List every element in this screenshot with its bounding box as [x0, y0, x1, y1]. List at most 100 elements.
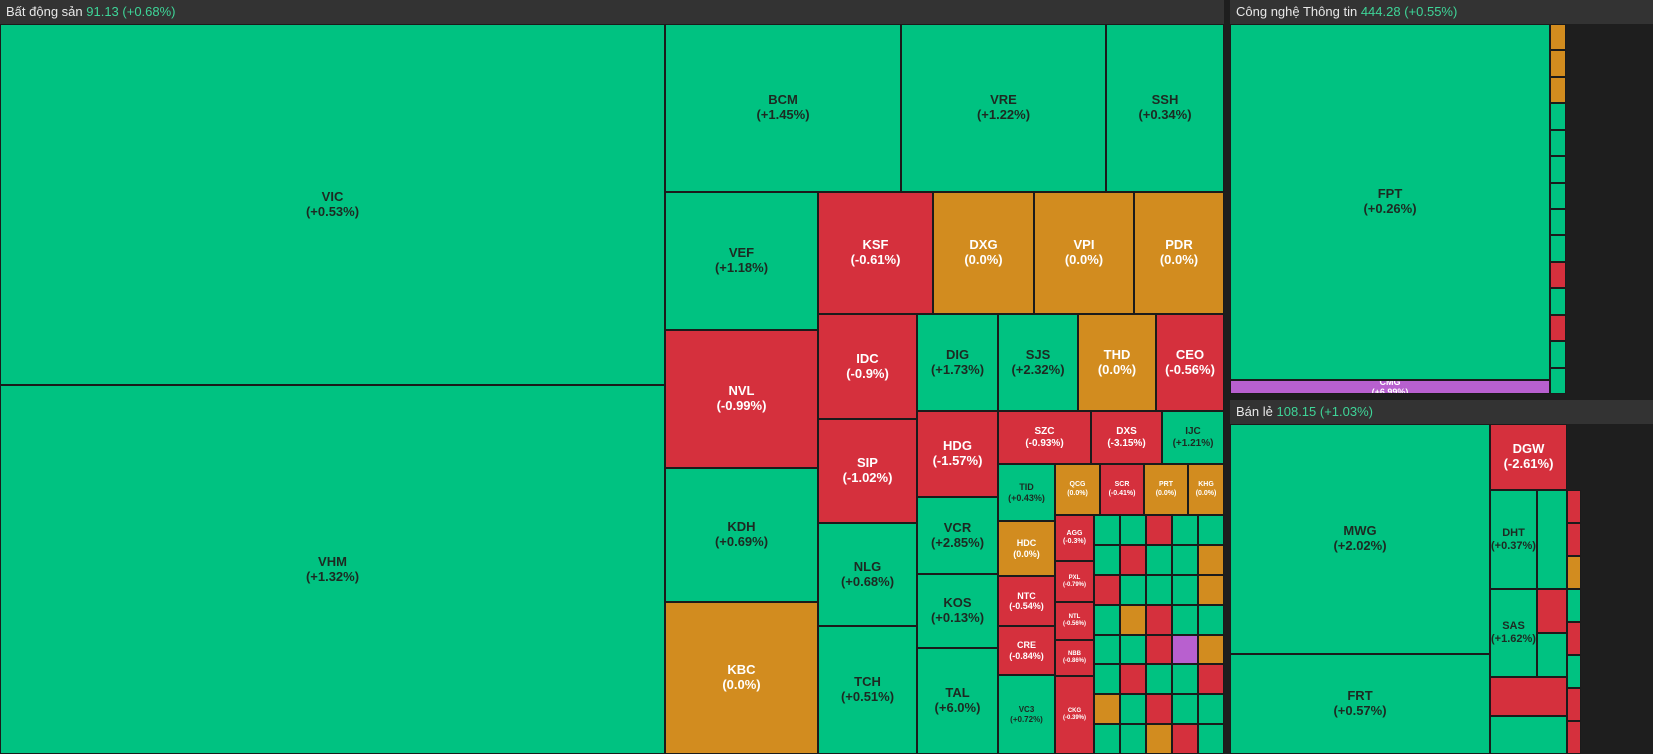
- tile-small[interactable]: [1550, 76, 1566, 104]
- tile-small[interactable]: [1490, 677, 1567, 716]
- tile-qcg[interactable]: QCG (0.0%): [1055, 464, 1100, 515]
- tile-small[interactable]: [1198, 694, 1224, 725]
- tile-small[interactable]: [1567, 688, 1581, 721]
- tile-small[interactable]: [1146, 664, 1172, 695]
- tile-small[interactable]: [1550, 129, 1566, 157]
- tile-small[interactable]: [1198, 544, 1224, 575]
- tile-hdg[interactable]: HDG (-1.57%): [917, 411, 998, 497]
- tile-small[interactable]: [1172, 694, 1198, 725]
- tile-small[interactable]: [1094, 634, 1120, 665]
- tile-dht[interactable]: DHT (+0.37%): [1490, 490, 1537, 589]
- tile-small[interactable]: [1567, 589, 1581, 622]
- tile-fpt[interactable]: FPT (+0.26%): [1230, 24, 1550, 380]
- tile-small[interactable]: [1146, 544, 1172, 575]
- tile-small[interactable]: [1198, 634, 1224, 665]
- tile-small[interactable]: [1120, 724, 1146, 754]
- tile-vc3[interactable]: VC3 (+0.72%): [998, 675, 1055, 754]
- tile-small[interactable]: [1172, 515, 1198, 545]
- tile-small[interactable]: [1550, 209, 1566, 236]
- tile-kdh[interactable]: KDH (+0.69%): [665, 468, 818, 602]
- tile-small[interactable]: [1567, 556, 1581, 589]
- tile-small[interactable]: [1120, 634, 1146, 665]
- tile-small[interactable]: [1094, 515, 1120, 545]
- tile-hdc[interactable]: HDC (0.0%): [998, 521, 1055, 576]
- tile-small[interactable]: [1537, 589, 1567, 633]
- tile-ntc[interactable]: NTC (-0.54%): [998, 576, 1055, 626]
- tile-small[interactable]: [1567, 622, 1581, 655]
- tile-vic[interactable]: VIC (+0.53%): [0, 24, 665, 385]
- tile-small[interactable]: [1094, 724, 1120, 754]
- tile-small[interactable]: [1550, 367, 1566, 394]
- tile-bcm[interactable]: BCM (+1.45%): [665, 24, 901, 192]
- tile-khg[interactable]: KHG (0.0%): [1188, 464, 1224, 515]
- tile-small[interactable]: [1120, 574, 1146, 605]
- tile-small[interactable]: [1094, 694, 1120, 725]
- tile-small[interactable]: [1198, 664, 1224, 695]
- tile-vhm[interactable]: VHM (+1.32%): [0, 385, 665, 754]
- tile-small[interactable]: [1198, 724, 1224, 754]
- tile-dxg[interactable]: DXG (0.0%): [933, 192, 1034, 314]
- tile-small[interactable]: [1120, 515, 1146, 545]
- tile-small[interactable]: [1146, 515, 1172, 545]
- tile-tid[interactable]: TID (+0.43%): [998, 464, 1055, 521]
- tile-vef[interactable]: VEF (+1.18%): [665, 192, 818, 330]
- tile-small[interactable]: [1146, 724, 1172, 754]
- tile-small[interactable]: [1198, 574, 1224, 605]
- tile-small[interactable]: [1550, 288, 1566, 315]
- tile-frt[interactable]: FRT (+0.57%): [1230, 654, 1490, 754]
- tile-small[interactable]: [1198, 604, 1224, 635]
- tile-small[interactable]: [1094, 664, 1120, 695]
- tile-small[interactable]: [1550, 314, 1566, 342]
- tile-pxl[interactable]: PXL (-0.79%): [1055, 561, 1094, 602]
- tile-nbb[interactable]: NBB (-0.86%): [1055, 640, 1094, 676]
- tile-small[interactable]: [1198, 515, 1224, 545]
- tile-small[interactable]: [1094, 604, 1120, 635]
- tile-small[interactable]: [1094, 574, 1120, 605]
- tile-tch[interactable]: TCH (+0.51%): [818, 626, 917, 754]
- tile-small[interactable]: [1550, 261, 1566, 289]
- tile-kbc[interactable]: KBC (0.0%): [665, 602, 818, 754]
- tile-ckg[interactable]: CKG (-0.39%): [1055, 676, 1094, 754]
- tile-dgw[interactable]: DGW (-2.61%): [1490, 424, 1567, 490]
- tile-ssh[interactable]: SSH (+0.34%): [1106, 24, 1224, 192]
- tile-small[interactable]: [1537, 490, 1567, 589]
- tile-prt[interactable]: PRT (0.0%): [1144, 464, 1188, 515]
- tile-small[interactable]: [1172, 664, 1198, 695]
- tile-cmg[interactable]: CMG (+6.99%): [1230, 380, 1550, 394]
- tile-small[interactable]: [1550, 50, 1566, 77]
- tile-small[interactable]: [1146, 574, 1172, 605]
- tile-small[interactable]: [1567, 523, 1581, 556]
- tile-small[interactable]: [1120, 604, 1146, 635]
- tile-kos[interactable]: KOS (+0.13%): [917, 574, 998, 648]
- tile-small[interactable]: [1490, 715, 1567, 754]
- sector-header[interactable]: Công nghệ Thông tin 444.28 (+0.55%): [1230, 0, 1653, 24]
- tile-ijc[interactable]: IJC (+1.21%): [1162, 411, 1224, 464]
- tile-small[interactable]: [1120, 544, 1146, 575]
- tile-scr[interactable]: SCR (-0.41%): [1100, 464, 1144, 515]
- tile-small[interactable]: [1146, 604, 1172, 635]
- tile-dig[interactable]: DIG (+1.73%): [917, 314, 998, 411]
- tile-cre[interactable]: CRE (-0.84%): [998, 626, 1055, 675]
- tile-nvl[interactable]: NVL (-0.99%): [665, 330, 818, 468]
- tile-ntl[interactable]: NTL (-0.56%): [1055, 602, 1094, 640]
- tile-small[interactable]: [1172, 604, 1198, 635]
- tile-idc[interactable]: IDC (-0.9%): [818, 314, 917, 419]
- tile-mwg[interactable]: MWG (+2.02%): [1230, 424, 1490, 654]
- sector-header[interactable]: Bất động sản 91.13 (+0.68%): [0, 0, 1224, 24]
- tile-sas[interactable]: SAS (+1.62%): [1490, 589, 1537, 677]
- tile-agg[interactable]: AGG (-0.3%): [1055, 515, 1094, 561]
- tile-sip[interactable]: SIP (-1.02%): [818, 419, 917, 523]
- tile-small[interactable]: [1172, 574, 1198, 605]
- tile-small[interactable]: [1567, 721, 1581, 754]
- tile-small[interactable]: [1550, 182, 1566, 209]
- sector-header[interactable]: Bán lẻ 108.15 (+1.03%): [1230, 400, 1653, 424]
- tile-small[interactable]: [1146, 634, 1172, 665]
- tile-tal[interactable]: TAL (+6.0%): [917, 648, 998, 754]
- tile-pdr[interactable]: PDR (0.0%): [1134, 192, 1224, 314]
- tile-nlg[interactable]: NLG (+0.68%): [818, 523, 917, 626]
- tile-vpi[interactable]: VPI (0.0%): [1034, 192, 1134, 314]
- tile-small[interactable]: [1146, 694, 1172, 725]
- tile-small[interactable]: [1172, 544, 1198, 575]
- tile-small[interactable]: [1550, 235, 1566, 262]
- tile-ceo[interactable]: CEO (-0.56%): [1156, 314, 1224, 411]
